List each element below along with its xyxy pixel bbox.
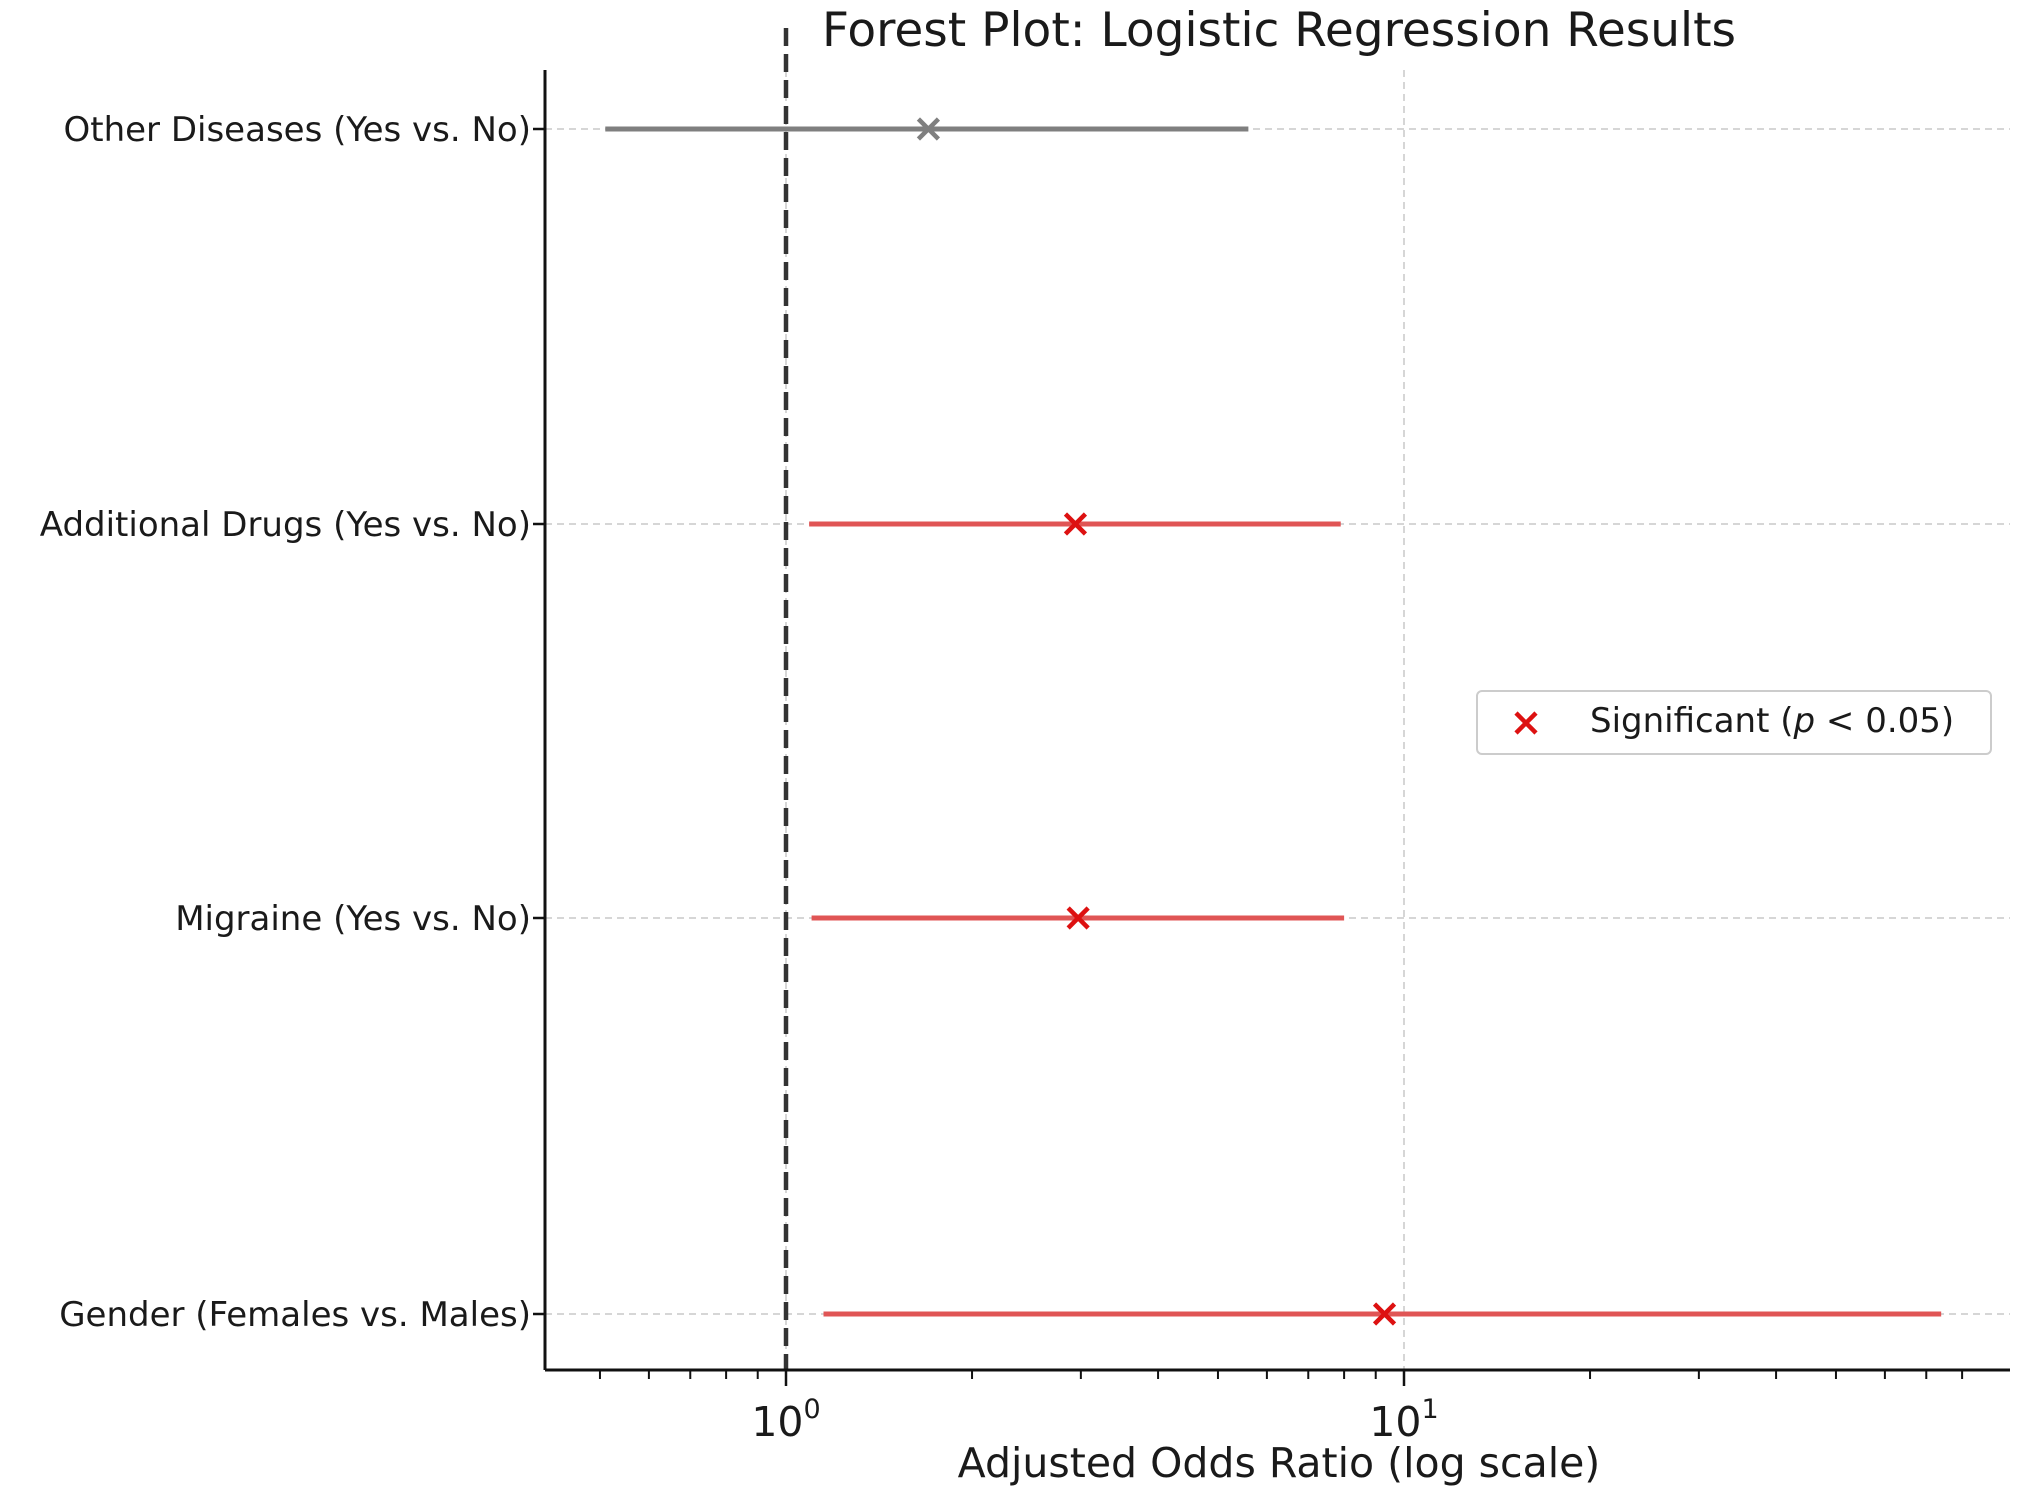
- marker-stroke: [1063, 512, 1088, 536]
- legend-label-post: < 0.05): [1815, 701, 1954, 741]
- x-tick-label: 101: [1369, 1394, 1438, 1446]
- odds-ratio-marker: [1063, 512, 1088, 536]
- data-series: [605, 117, 1942, 1326]
- x-tick-base: 10: [1369, 1398, 1421, 1446]
- y-tick-label: Additional Drugs (Yes vs. No): [40, 505, 531, 545]
- x-tick-exponent: 1: [1421, 1394, 1438, 1425]
- legend-box: [1476, 690, 1992, 755]
- legend-label-p: p: [1793, 701, 1816, 741]
- axes: Other Diseases (Yes vs. No) Additional Dr…: [40, 70, 2010, 1446]
- legend-marker: [1514, 711, 1538, 735]
- marker-stroke: [916, 117, 941, 141]
- x-tick-base: 10: [751, 1398, 803, 1446]
- marker-stroke: [1372, 1302, 1397, 1326]
- y-tick-label: Gender (Females vs. Males): [59, 1295, 531, 1335]
- x-tick-label: 100: [751, 1394, 820, 1446]
- odds-ratio-marker: [1066, 906, 1090, 930]
- x-axis-label: Adjusted Odds Ratio (log scale): [958, 1439, 1601, 1487]
- legend-label-pre: Significant (: [1590, 701, 1794, 741]
- legend: Significant (p < 0.05): [1476, 690, 1992, 755]
- x-tick-exponent: 0: [803, 1394, 820, 1425]
- y-tick-label: Migraine (Yes vs. No): [175, 899, 531, 939]
- marker-stroke: [1066, 906, 1090, 930]
- chart-title: Forest Plot: Logistic Regression Results: [822, 3, 1736, 58]
- odds-ratio-marker: [1372, 1302, 1397, 1326]
- odds-ratio-marker: [916, 117, 941, 141]
- marker-stroke: [1514, 711, 1538, 735]
- legend-label: Significant (p < 0.05): [1590, 701, 1954, 741]
- y-tick-label: Other Diseases (Yes vs. No): [64, 110, 532, 150]
